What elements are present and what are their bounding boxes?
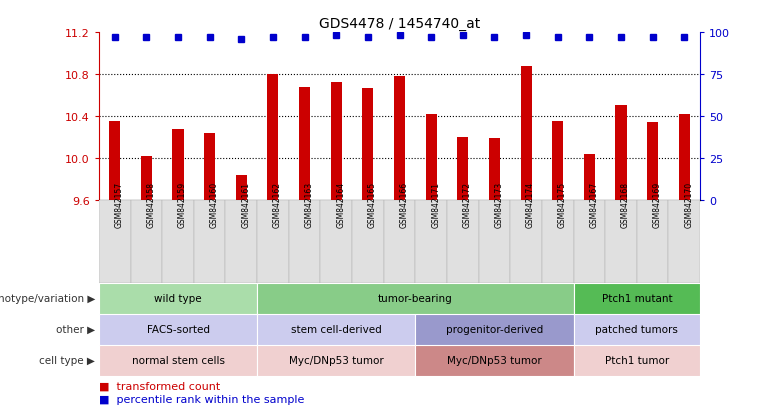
Bar (447, 200, 479, 283)
Title: GDS4478 / 1454740_at: GDS4478 / 1454740_at (319, 17, 480, 31)
Text: Myc/DNp53 tumor: Myc/DNp53 tumor (447, 355, 542, 366)
Bar (225, 200, 257, 283)
Text: GSM842157: GSM842157 (115, 181, 124, 228)
Bar (416, 200, 447, 283)
Bar (236, 175, 247, 200)
Bar (668, 200, 700, 283)
Text: cell type ▶: cell type ▶ (40, 355, 95, 366)
Bar (542, 200, 574, 283)
Text: Ptch1 tumor: Ptch1 tumor (605, 355, 669, 366)
Bar (194, 200, 225, 283)
Text: GSM842168: GSM842168 (621, 181, 630, 228)
Bar (131, 200, 162, 283)
Bar (552, 122, 563, 200)
Text: normal stem cells: normal stem cells (132, 355, 224, 366)
Bar (162, 200, 194, 283)
Bar (647, 123, 658, 200)
Bar (257, 345, 416, 376)
Text: GSM842172: GSM842172 (463, 181, 472, 228)
Bar (574, 200, 605, 283)
Text: patched tumors: patched tumors (595, 324, 678, 335)
Text: GSM842161: GSM842161 (241, 181, 250, 228)
Bar (288, 200, 320, 283)
Text: progenitor-derived: progenitor-derived (446, 324, 543, 335)
Bar (99, 345, 257, 376)
Bar (257, 314, 416, 345)
Text: tumor-bearing: tumor-bearing (378, 293, 453, 304)
Text: GSM842170: GSM842170 (684, 181, 693, 228)
Bar (574, 314, 700, 345)
Bar (99, 314, 257, 345)
Bar (425, 114, 437, 200)
Text: stem cell-derived: stem cell-derived (291, 324, 381, 335)
Text: genotype/variation ▶: genotype/variation ▶ (0, 293, 95, 304)
Text: GSM842167: GSM842167 (589, 181, 598, 228)
Bar (299, 88, 310, 200)
Text: GSM842163: GSM842163 (304, 181, 314, 228)
Bar (352, 200, 384, 283)
Text: GSM842169: GSM842169 (653, 181, 661, 228)
Bar (457, 138, 468, 200)
Bar (99, 200, 131, 283)
Bar (511, 200, 542, 283)
Bar (110, 122, 120, 200)
Bar (521, 66, 532, 200)
Text: wild type: wild type (154, 293, 202, 304)
Text: GSM842164: GSM842164 (336, 181, 345, 228)
Bar (616, 106, 626, 200)
Bar (574, 345, 700, 376)
Bar (574, 283, 700, 314)
Text: GSM842173: GSM842173 (495, 181, 504, 228)
Bar (384, 200, 416, 283)
Text: GSM842171: GSM842171 (431, 181, 440, 228)
Text: GSM842174: GSM842174 (526, 181, 535, 228)
Bar (267, 75, 279, 200)
Text: GSM842159: GSM842159 (178, 181, 187, 228)
Bar (416, 314, 574, 345)
Text: Myc/DNp53 tumor: Myc/DNp53 tumor (289, 355, 384, 366)
Text: other ▶: other ▶ (56, 324, 95, 335)
Text: ■  percentile rank within the sample: ■ percentile rank within the sample (99, 394, 304, 404)
Bar (173, 129, 183, 200)
Bar (99, 283, 257, 314)
Text: GSM842162: GSM842162 (273, 181, 282, 228)
Bar (479, 200, 511, 283)
Bar (394, 77, 405, 200)
Bar (584, 154, 595, 200)
Text: GSM842160: GSM842160 (210, 181, 218, 228)
Bar (637, 200, 668, 283)
Bar (489, 139, 500, 200)
Bar (416, 345, 574, 376)
Text: GSM842158: GSM842158 (146, 181, 155, 228)
Bar (141, 157, 152, 200)
Bar (204, 133, 215, 200)
Text: GSM842175: GSM842175 (558, 181, 567, 228)
Bar (257, 283, 574, 314)
Text: Ptch1 mutant: Ptch1 mutant (601, 293, 672, 304)
Bar (257, 200, 288, 283)
Bar (605, 200, 637, 283)
Bar (320, 200, 352, 283)
Text: FACS-sorted: FACS-sorted (147, 324, 209, 335)
Bar (331, 83, 342, 200)
Text: ■  transformed count: ■ transformed count (99, 381, 220, 391)
Bar (362, 88, 374, 200)
Text: GSM842165: GSM842165 (368, 181, 377, 228)
Bar (679, 114, 689, 200)
Text: GSM842166: GSM842166 (400, 181, 409, 228)
